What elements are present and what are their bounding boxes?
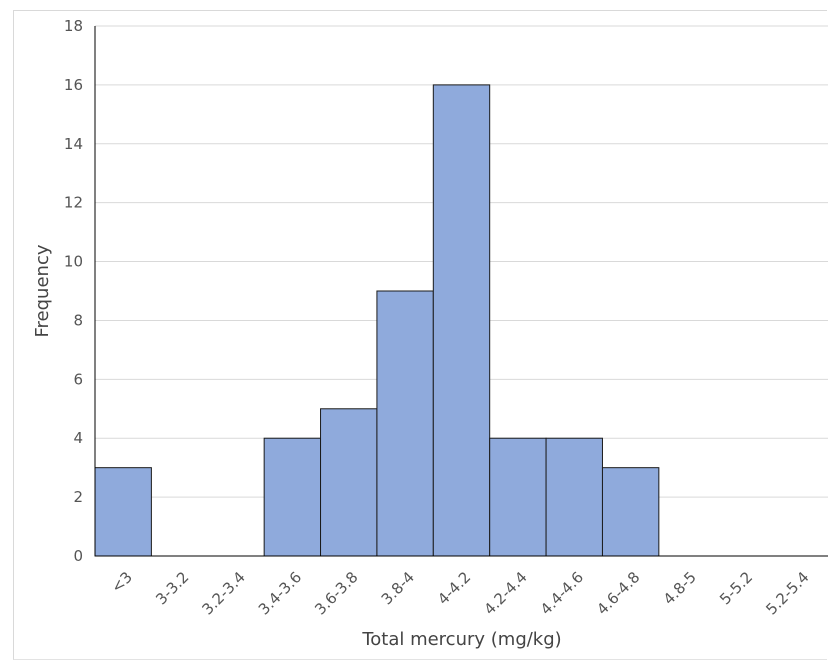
x-tick-label: 3.8-4: [378, 568, 418, 608]
bar-4-4.2: [432, 84, 491, 557]
x-tick-label: 3.4-3.6: [255, 568, 305, 618]
y-tick-label: 4: [73, 429, 83, 447]
x-axis-title: Total mercury (mg/kg): [361, 629, 561, 650]
y-tick-label: 2: [73, 488, 83, 506]
y-tick-label: 10: [64, 253, 83, 271]
bars: [94, 84, 660, 557]
y-tick-labels: 0 2 4 6 8 10 12 14 16 18: [64, 17, 83, 565]
x-tick-label: 5.2-5.4: [762, 568, 812, 618]
x-tick-label: 5-5.2: [716, 568, 756, 608]
bar-3.4-3.6: [263, 437, 322, 557]
y-tick-label: 12: [64, 194, 83, 212]
x-tick-labels: <3 3-3.2 3.2-3.4 3.4-3.6 3.6-3.8 3.8-4 4-4.2 4.…: [108, 568, 813, 618]
axes: [94, 26, 828, 557]
x-tick-label: 4-4.2: [434, 568, 474, 608]
y-tick-label: 8: [73, 311, 83, 329]
bar-4.4-4.6: [545, 437, 603, 557]
y-tick-label: 6: [73, 370, 83, 388]
x-tick-label: 4.2-4.4: [480, 568, 530, 618]
bar-3.8-4: [376, 290, 434, 557]
y-tick-label: 14: [64, 135, 83, 153]
x-tick-label: 4.4-4.6: [537, 568, 587, 618]
y-tick-label: 16: [64, 76, 83, 94]
x-tick-label: 4.8-5: [660, 568, 700, 608]
bar-4.2-4.4: [489, 437, 547, 557]
bar-3.6-3.8: [320, 408, 378, 557]
x-tick-label: 3-3.2: [152, 568, 192, 608]
x-tick-label: 3.6-3.8: [311, 568, 361, 618]
x-tick-label: <3: [108, 568, 136, 596]
y-tick-label: 0: [73, 547, 83, 565]
x-tick-label: 4.6-4.8: [593, 568, 643, 618]
bar-4.6-4.8: [601, 467, 660, 557]
y-axis-title: Frequency: [32, 244, 53, 337]
x-tick-label: 3.2-3.4: [198, 568, 248, 618]
y-tick-label: 18: [64, 17, 83, 35]
bar--3: [94, 467, 152, 557]
